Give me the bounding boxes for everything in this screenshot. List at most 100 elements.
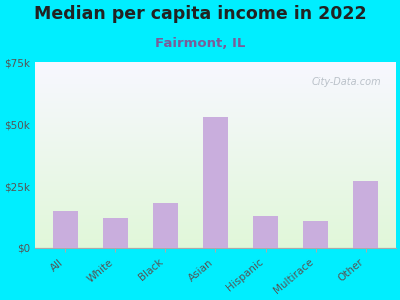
Bar [35,129,396,130]
Bar [35,172,396,173]
Bar [35,111,396,112]
Bar [35,119,396,120]
Bar [35,201,396,202]
Bar [35,141,396,142]
Bar [35,162,396,163]
Bar [35,195,396,196]
Bar [153,203,178,248]
Bar [35,187,396,188]
Bar [35,246,396,247]
Bar [35,160,396,161]
Bar [35,147,396,148]
Bar [35,72,396,73]
Bar [35,229,396,230]
Bar [35,137,396,138]
Bar [35,133,396,134]
Bar [35,85,396,86]
Bar [35,139,396,140]
Bar [35,69,396,70]
Bar [35,180,396,181]
Bar [35,132,396,133]
Bar [35,173,396,174]
Bar [35,163,396,164]
Bar [35,146,396,147]
Bar [35,236,396,237]
Bar [35,127,396,128]
Bar [35,166,396,167]
Bar [35,62,396,63]
Bar [35,136,396,137]
Bar [35,148,396,149]
Bar [35,82,396,83]
Bar [35,233,396,234]
Bar [35,234,396,235]
Bar [35,92,396,93]
Bar [35,83,396,85]
Bar [35,160,396,162]
Bar [35,130,396,131]
Bar [35,138,396,139]
Bar [35,158,396,159]
Bar [35,63,396,64]
Bar [52,211,78,248]
Bar [35,240,396,241]
Bar [35,123,396,124]
Bar [35,76,396,77]
Bar [35,134,396,135]
Bar [35,113,396,114]
Bar [35,71,396,72]
Bar [35,165,396,166]
Bar [35,104,396,105]
Bar [35,65,396,66]
Bar [35,77,396,78]
Bar [35,185,396,186]
Bar [35,94,396,95]
Bar [35,80,396,81]
Bar [35,213,396,214]
Bar [35,97,396,98]
Bar [35,197,396,198]
Bar [35,114,396,115]
Bar [35,112,396,113]
Bar [35,189,396,190]
Bar [35,90,396,91]
Bar [35,242,396,243]
Bar [35,241,396,242]
Bar [35,153,396,154]
Bar [35,75,396,76]
Bar [35,216,396,217]
Bar [35,179,396,180]
Bar [35,101,396,102]
Bar [35,135,396,136]
Bar [35,105,396,106]
Bar [35,121,396,122]
Bar [35,230,396,231]
Bar [35,118,396,119]
Bar [353,181,378,248]
Bar [35,171,396,172]
Bar [35,82,396,83]
Bar [35,154,396,155]
Bar [35,202,396,203]
Bar [35,227,396,229]
Bar [35,175,396,176]
Bar [35,188,396,189]
Bar [35,122,396,123]
Bar [35,182,396,183]
Bar [35,193,396,194]
Bar [35,218,396,219]
Bar [35,99,396,100]
Bar [103,218,128,248]
Bar [35,223,396,224]
Bar [35,88,396,89]
Bar [35,91,396,92]
Bar [35,186,396,187]
Bar [35,245,396,246]
Bar [35,106,396,107]
Bar [35,231,396,232]
Bar [35,204,396,205]
Bar [35,210,396,211]
Bar [35,142,396,143]
Bar [35,220,396,221]
Bar [35,93,396,94]
